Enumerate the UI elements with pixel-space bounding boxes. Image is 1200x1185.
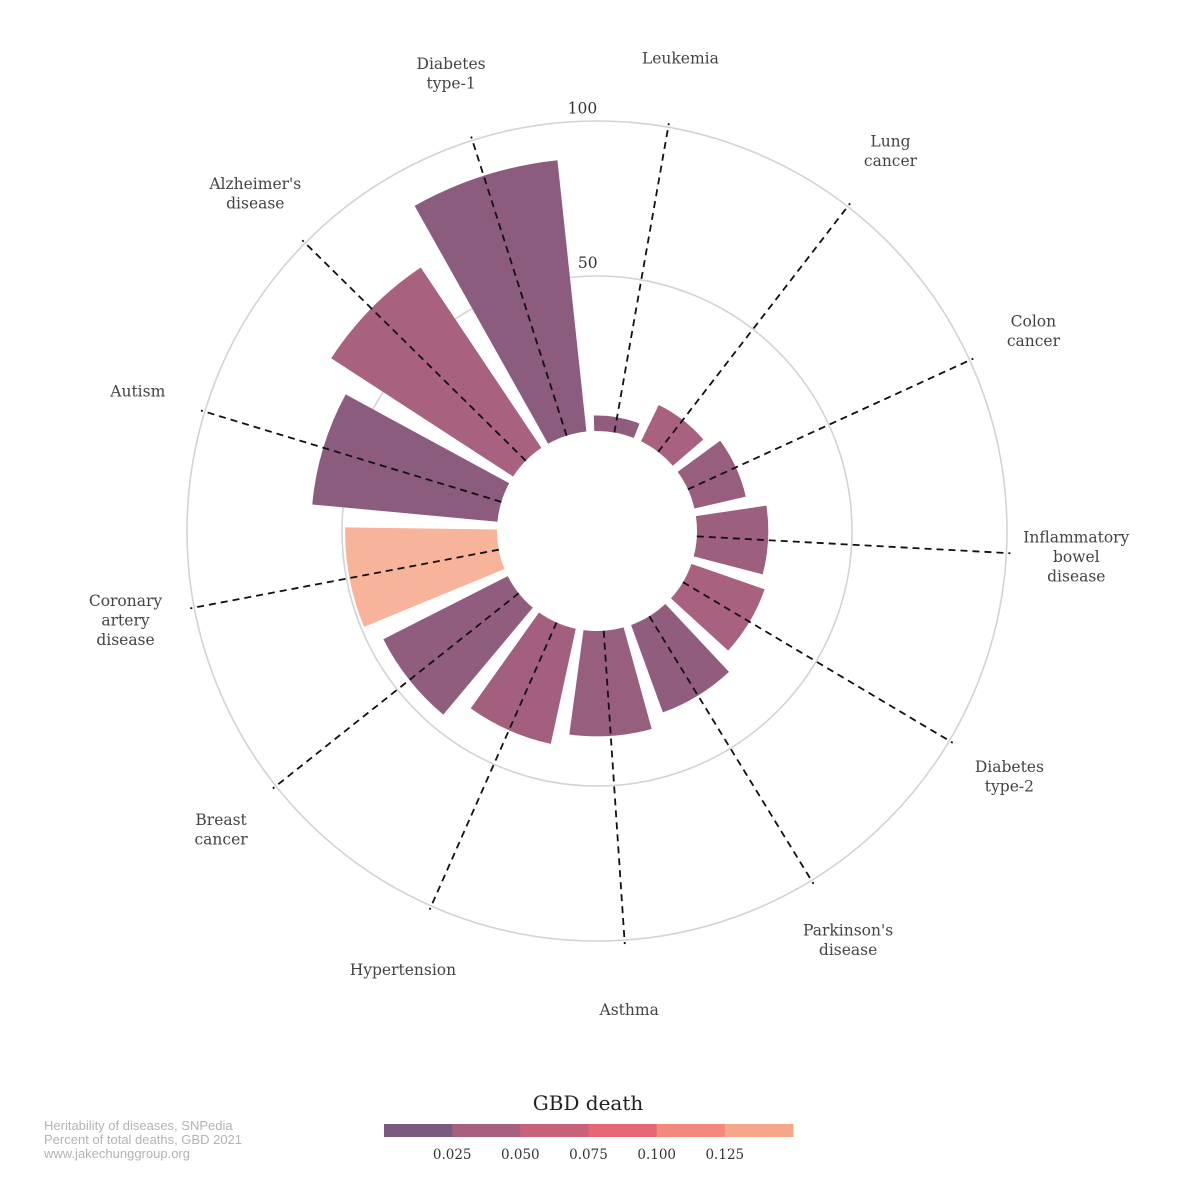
spoke-diabetes-type-2 <box>682 581 954 744</box>
bar-autism <box>312 394 510 522</box>
label-coronary-artery-disease: Coronary artery disease <box>89 592 163 649</box>
colorbar-tick-1: 0.025 <box>433 1147 472 1163</box>
radial-grid <box>186 120 1008 942</box>
colorbar-tick-3: 0.075 <box>569 1147 608 1163</box>
colorbar-legend: GBD death 0.025 0.050 0.075 0.100 0.125 <box>384 1091 794 1163</box>
colorbar-segment-5 <box>656 1124 726 1137</box>
spoke-autism <box>200 409 502 503</box>
radial-tick-50: 50 <box>578 254 598 272</box>
bar-parkinson-s-disease <box>631 603 729 713</box>
spoke-diabetes-type-1 <box>470 136 568 437</box>
radial-ticks: 50 100 <box>568 99 598 272</box>
spoke-asthma <box>602 630 626 945</box>
caption-line-2: Percent of total deaths, GBD 2021 <box>44 1132 243 1147</box>
bar-hypertension <box>470 612 576 744</box>
spoke-lung-cancer <box>657 202 851 453</box>
label-diabetes-type-2: Diabetes type-2 <box>975 758 1044 796</box>
colorbar-tick-2: 0.050 <box>501 1147 540 1163</box>
colorbar-segment-2 <box>452 1124 521 1137</box>
spoke-inflammatory-bowel-disease <box>696 535 1011 555</box>
colorbar-tick-4: 0.100 <box>637 1147 676 1163</box>
bar-inflammatory-bowel-disease <box>693 505 769 575</box>
label-hypertension: Hypertension <box>350 961 456 979</box>
label-leukemia: Leukemia <box>642 49 719 67</box>
bar-diabetes-type-1 <box>414 160 587 444</box>
label-autism: Autism <box>109 382 165 400</box>
label-breast-cancer: Breast cancer <box>195 811 249 849</box>
colorbar-segment-3 <box>520 1124 589 1137</box>
caption-line-3: www.jakechunggroup.org <box>44 1146 190 1161</box>
spoke-parkinson-s-disease <box>648 615 815 885</box>
colorbar-ticks: 0.025 0.050 0.075 0.100 0.125 <box>433 1147 744 1163</box>
category-spokes <box>190 123 1011 945</box>
colorbar-segment-1 <box>384 1124 453 1137</box>
label-alzheimer-s-disease: Alzheimer's disease <box>208 175 301 213</box>
bar-coronary-artery-disease <box>345 527 505 627</box>
bar-colon-cancer <box>677 440 746 509</box>
colorbar-swatches <box>384 1124 794 1137</box>
spoke-leukemia <box>613 123 670 433</box>
label-inflammatory-bowel-disease: Inflammatory bowel disease <box>1023 528 1129 585</box>
label-colon-cancer: Colon cancer <box>1007 312 1061 350</box>
bar-diabetes-type-2 <box>670 563 765 651</box>
label-asthma: Asthma <box>599 1001 659 1019</box>
caption: Heritability of diseases, SNPedia Percen… <box>44 1119 242 1161</box>
radial-tick-100: 100 <box>568 99 598 117</box>
spoke-hypertension <box>428 622 558 911</box>
spoke-coronary-artery-disease <box>190 548 499 610</box>
bar-leukemia <box>593 415 640 439</box>
caption-line-1: Heritability of diseases, SNPedia <box>44 1118 233 1133</box>
grid-circle-50 <box>341 275 853 787</box>
label-parkinson-s-disease: Parkinson's disease <box>803 921 893 959</box>
bar-asthma <box>569 627 652 737</box>
colorbar-segment-4 <box>588 1124 658 1137</box>
label-lung-cancer: Lung cancer <box>864 132 918 170</box>
spoke-alzheimer-s-disease <box>301 239 527 462</box>
spoke-breast-cancer <box>272 592 520 790</box>
spoke-colon-cancer <box>687 357 974 491</box>
bars <box>312 160 769 744</box>
grid-circle-100 <box>186 120 1008 942</box>
category-labels: Leukemia Lung cancer Colon cancer Inflammator… <box>89 49 1130 1019</box>
bar-lung-cancer <box>640 405 704 466</box>
label-diabetes-type-1: Diabetes type-1 <box>417 55 486 93</box>
colorbar-title: GBD death <box>533 1091 644 1115</box>
colorbar-segment-6 <box>724 1124 794 1137</box>
colorbar-tick-5: 0.125 <box>705 1147 744 1163</box>
